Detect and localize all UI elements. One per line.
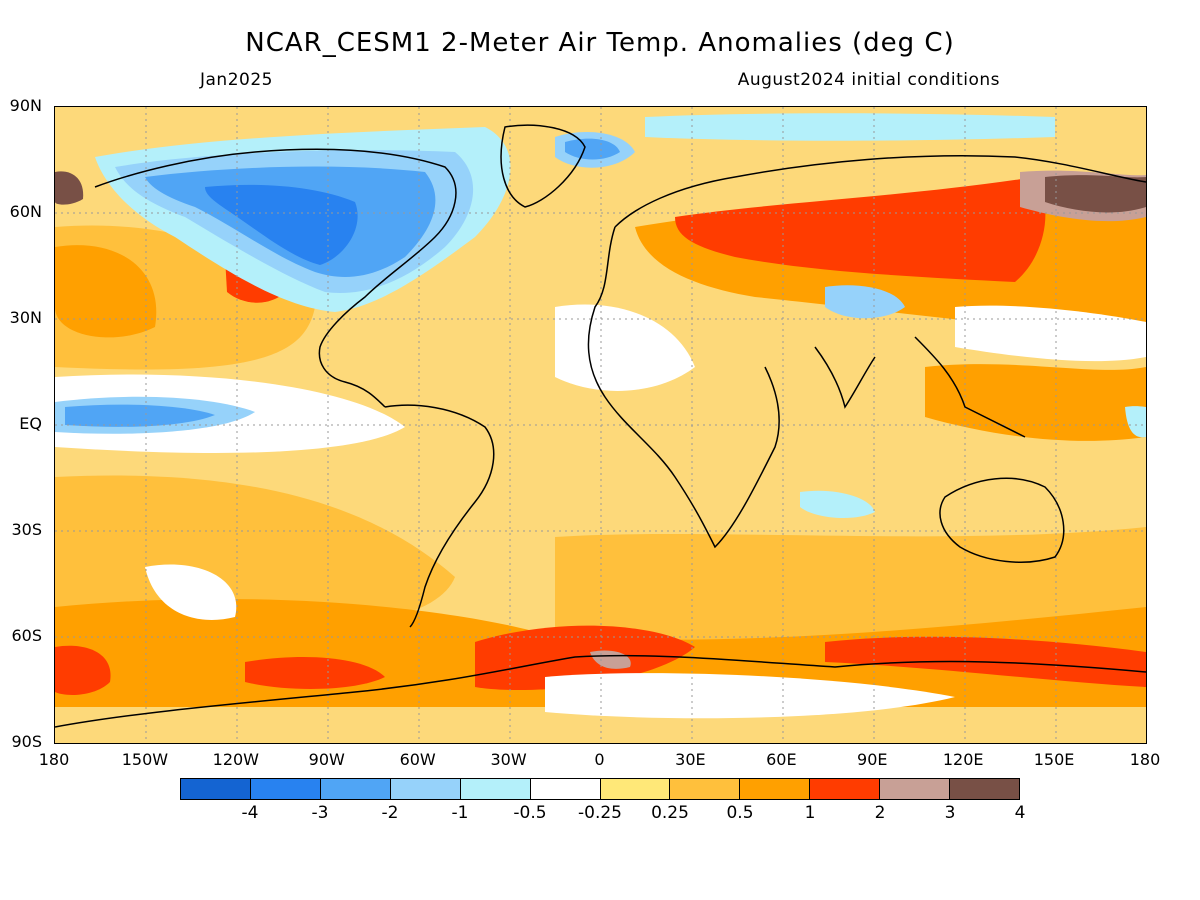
colorbar-swatch bbox=[600, 779, 671, 799]
antarctica-coast bbox=[55, 654, 1146, 728]
colorbar-swatch bbox=[181, 779, 251, 799]
anomaly-region bbox=[675, 177, 1046, 282]
graticule bbox=[55, 107, 1146, 743]
colorbar-label: -0.25 bbox=[578, 803, 622, 823]
anomaly-region bbox=[565, 138, 620, 160]
longitude-label: 120W bbox=[212, 750, 259, 769]
anomaly-region bbox=[1045, 175, 1146, 213]
initial-conditions: August2024 initial conditions bbox=[737, 70, 1000, 90]
colorbar-swatch bbox=[320, 779, 391, 799]
anomaly-region bbox=[475, 625, 695, 691]
anomaly-region bbox=[55, 171, 84, 205]
anomaly-region bbox=[205, 184, 358, 265]
latitude-label: 90N bbox=[9, 96, 42, 115]
latitude-label: 60S bbox=[11, 626, 42, 645]
colorbar-label: -3 bbox=[311, 803, 329, 823]
anomaly-region bbox=[545, 673, 955, 719]
coastlines bbox=[55, 124, 1146, 728]
colorbar-label: 4 bbox=[1014, 803, 1026, 823]
anomaly-region bbox=[245, 657, 385, 689]
europe-africa-coast bbox=[587, 226, 780, 549]
longitude-label: 150E bbox=[1033, 750, 1075, 769]
longitude-label: 30W bbox=[490, 750, 527, 769]
colorbar-swatch bbox=[460, 779, 531, 799]
colorbar-swatch bbox=[950, 779, 1020, 799]
colorbar-swatch bbox=[530, 779, 601, 799]
longitude-label: 0 bbox=[594, 750, 605, 769]
anomaly-region bbox=[1125, 406, 1146, 438]
anomaly-region bbox=[955, 305, 1146, 362]
map-canvas bbox=[55, 107, 1146, 743]
eurasia-coast bbox=[614, 154, 1146, 228]
australia-coast bbox=[939, 477, 1065, 563]
colorbar-label: -4 bbox=[241, 803, 259, 823]
latitude-label: 60N bbox=[9, 202, 42, 221]
latitude-label: 30N bbox=[9, 308, 42, 327]
longitude-label: 30E bbox=[675, 750, 706, 769]
colorbar-label: 0.5 bbox=[726, 803, 754, 823]
colorbar-label: 2 bbox=[874, 803, 886, 823]
colorbar-swatch bbox=[880, 779, 951, 799]
colorbar-label: -2 bbox=[381, 803, 399, 823]
longitude-label: 90W bbox=[308, 750, 345, 769]
colorbar bbox=[180, 778, 1020, 800]
south-america-coast bbox=[384, 404, 495, 628]
longitude-label: 60E bbox=[766, 750, 797, 769]
india-coast bbox=[814, 346, 876, 409]
anomaly-region bbox=[800, 490, 875, 519]
southeast-asia-coast bbox=[914, 336, 1026, 438]
colorbar-swatch bbox=[670, 779, 741, 799]
colorbar-label: 3 bbox=[944, 803, 956, 823]
north-america-coast bbox=[94, 148, 457, 408]
longitude-label: 120E bbox=[942, 750, 984, 769]
forecast-month: Jan2025 bbox=[200, 70, 273, 90]
anomaly-region bbox=[65, 404, 215, 427]
map-title: NCAR_CESM1 2-Meter Air Temp. Anomalies (… bbox=[245, 28, 955, 58]
colorbar-label: -1 bbox=[451, 803, 469, 823]
colorbar-swatch bbox=[390, 779, 461, 799]
anomaly-region bbox=[645, 113, 1055, 141]
colorbar-swatch bbox=[810, 779, 881, 799]
latitude-label: EQ bbox=[19, 414, 42, 433]
colorbar-label: 1 bbox=[804, 803, 816, 823]
longitude-label: 180 bbox=[38, 750, 70, 769]
longitude-label: 180 bbox=[1129, 750, 1161, 769]
longitude-label: 150W bbox=[121, 750, 169, 769]
latitude-label: 90S bbox=[11, 732, 42, 751]
anomaly-map bbox=[54, 106, 1147, 744]
anomaly-region bbox=[825, 285, 905, 319]
colorbar-swatch bbox=[740, 779, 811, 799]
latitude-label: 30S bbox=[11, 520, 42, 539]
colorbar-label: -0.5 bbox=[513, 803, 547, 823]
longitude-label: 90E bbox=[857, 750, 888, 769]
colorbar-label: 0.25 bbox=[651, 803, 689, 823]
colorbar-swatch bbox=[250, 779, 321, 799]
greenland-coast bbox=[500, 124, 586, 208]
anomaly-region bbox=[145, 564, 237, 620]
anomaly-region bbox=[55, 645, 111, 695]
longitude-label: 60W bbox=[399, 750, 436, 769]
anomaly-region bbox=[925, 364, 1146, 441]
anomaly-region bbox=[55, 245, 157, 338]
